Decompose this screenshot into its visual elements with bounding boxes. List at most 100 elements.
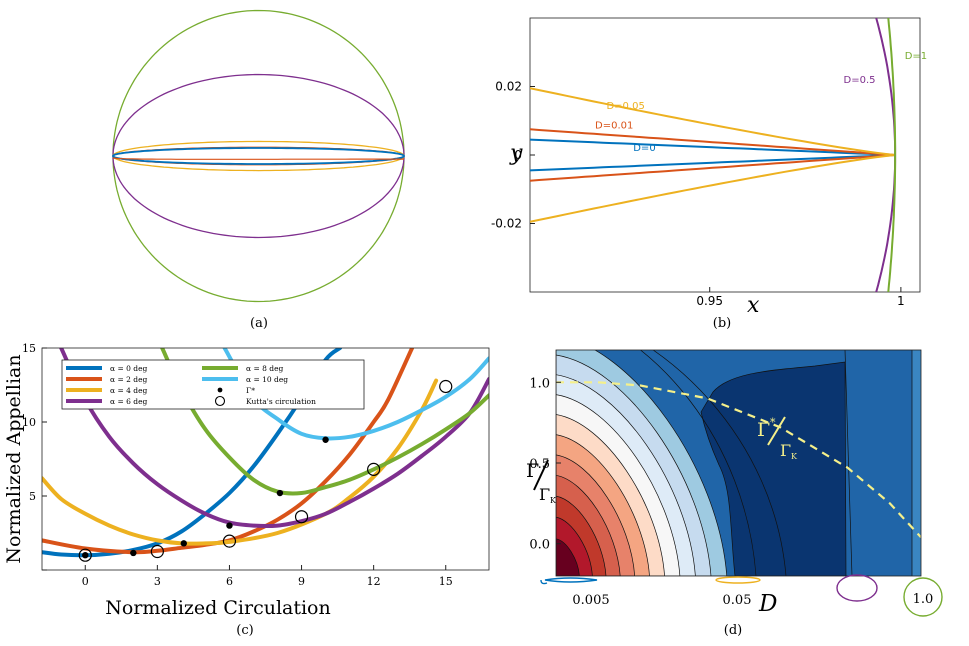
label-d-0-05: D=0.05 (606, 101, 644, 112)
legend-swatch-gamma-star (217, 387, 223, 393)
shape-icon-d005 (715, 576, 761, 584)
shape-d-0-05 (112, 140, 405, 172)
xtick-label: 0 (82, 575, 89, 588)
legend-label: α = 2 deg (110, 375, 148, 384)
curve-6-deg (59, 348, 489, 529)
caption-a: (a) (250, 316, 268, 331)
shape-d-0 (112, 147, 405, 165)
curve-d-0-upper (530, 138, 896, 156)
gamma-star-point (130, 549, 137, 557)
shape-d-0-5 (112, 73, 405, 239)
curve-d-0-05-upper (530, 87, 896, 156)
xtick-label: 1.0 (913, 592, 934, 607)
panel-a (112, 9, 405, 303)
ytick-label: 1.0 (529, 376, 550, 391)
label-d-0: D=0 (633, 143, 655, 154)
svg-text:K: K (550, 496, 557, 505)
shape-icon-d0 (544, 577, 598, 583)
label-d-0-5: D=0.5 (844, 75, 876, 86)
legend-label: Γ* (246, 386, 255, 395)
legend-label: α = 0 deg (110, 364, 148, 373)
panel-b: 0.95 10.020-0.02 D=0D=0.01D=0.05D=0.5D=1 … (491, 17, 927, 318)
gamma-star-point (180, 540, 187, 547)
curve-d-0-01-lower (530, 154, 896, 182)
xtick-label: 0.005 (572, 593, 609, 608)
panel-d-ylabel: Γ Γ K (526, 459, 557, 505)
panel-b-axes-box (529, 17, 921, 293)
panel-c-legend: α = 0 deg α = 8 deg α = 2 deg α = 10 deg α =… (61, 359, 365, 410)
xtick-label: 9 (298, 575, 305, 588)
svg-text:Γ: Γ (780, 441, 791, 460)
legend-label: Kutta's circulation (246, 397, 316, 406)
svg-text:K: K (791, 452, 798, 461)
gamma-star-point (322, 436, 329, 443)
xtick-label: 1 (897, 294, 905, 308)
shape-d-001-lower (112, 157, 404, 160)
xtick-label: 15 (439, 575, 453, 588)
contour-line (639, 350, 757, 576)
xtick-label: 3 (154, 575, 161, 588)
shape-icon-tail (540, 579, 548, 585)
curve-d-0-05-lower (530, 154, 896, 223)
kutta-point (222, 534, 237, 548)
panel-b-xlabel: x (747, 293, 760, 318)
panel-c-xlabel: Normalized Circulation (105, 597, 330, 619)
panel-b-ylabel: y (509, 141, 523, 166)
xtick-label: 0.05 (723, 593, 752, 608)
svg-text:Γ: Γ (526, 460, 539, 482)
contour-fill (556, 350, 921, 576)
contour-band (556, 538, 580, 576)
legend-label: α = 6 deg (110, 397, 148, 406)
gamma-star-annotation: Γ * Γ K (757, 416, 798, 461)
panel-d-ticks: 1.00.50.00.005 0.05 1.0 (529, 376, 933, 608)
caption-c: (c) (236, 623, 253, 638)
legend-label: α = 8 deg (246, 364, 284, 373)
shape-d-1 (112, 9, 405, 303)
xtick-label: 0.95 (696, 294, 723, 308)
panel-c-ticks: 0 3 6 9 12 15 5 10 15 (22, 342, 453, 588)
panel-c-axes-box (41, 347, 490, 571)
panel-d: 1.00.50.00.005 0.05 1.0 Γ * Γ K Γ Γ K D (526, 349, 943, 617)
gamma-star-point (226, 522, 233, 529)
ytick-label: 15 (22, 342, 36, 355)
caption-b: (b) (713, 316, 731, 331)
label-d-0-01: D=0.01 (595, 121, 633, 132)
kutta-point (78, 548, 92, 562)
kutta-point (150, 544, 164, 559)
kutta-point (294, 510, 309, 524)
legend-swatch-kutta (214, 395, 226, 407)
shape-icon-d1 (903, 577, 943, 617)
ytick-label: 5 (29, 490, 36, 503)
svg-text:*: * (770, 416, 776, 429)
dashed-line-path (556, 381, 921, 539)
curve-10-deg (222, 348, 489, 441)
panel-d-xlabel: D (758, 591, 777, 617)
shape-icon-d05 (836, 574, 878, 602)
gamma-star-point (82, 552, 89, 559)
panel-c: 0 3 6 9 12 15 5 10 15 α = 0 deg α = 8 deg α = 2 de… (3, 342, 490, 619)
dashed-gamma-star-line (556, 381, 921, 539)
ytick-label: 10 (22, 416, 36, 429)
contour-line (652, 350, 787, 576)
xtick-label: 6 (226, 575, 233, 588)
ytick-label: 0 (514, 148, 522, 162)
xtick-label: 12 (367, 575, 381, 588)
ytick-label: 0.0 (529, 538, 550, 553)
curve-d-0-lower (530, 154, 896, 172)
legend-label: α = 10 deg (246, 375, 288, 384)
legend-label: α = 4 deg (110, 386, 148, 395)
caption-d: (d) (724, 623, 742, 638)
panel-b-curves (530, 18, 897, 292)
curve-d-1 (887, 18, 897, 292)
panel-c-ylabel: Normalized Appellian (3, 354, 25, 563)
ytick-label: -0.02 (491, 217, 522, 231)
svg-text:Γ: Γ (757, 419, 770, 441)
kutta-point (439, 379, 453, 394)
label-d-1: D=1 (905, 51, 927, 62)
kutta-point (367, 462, 381, 476)
svg-text:Γ: Γ (539, 485, 550, 504)
gamma-star-point (276, 489, 284, 497)
panel-b-ticks: 0.95 1 0.02 0 -0.02 (491, 80, 905, 309)
curve-8-deg (160, 348, 489, 496)
